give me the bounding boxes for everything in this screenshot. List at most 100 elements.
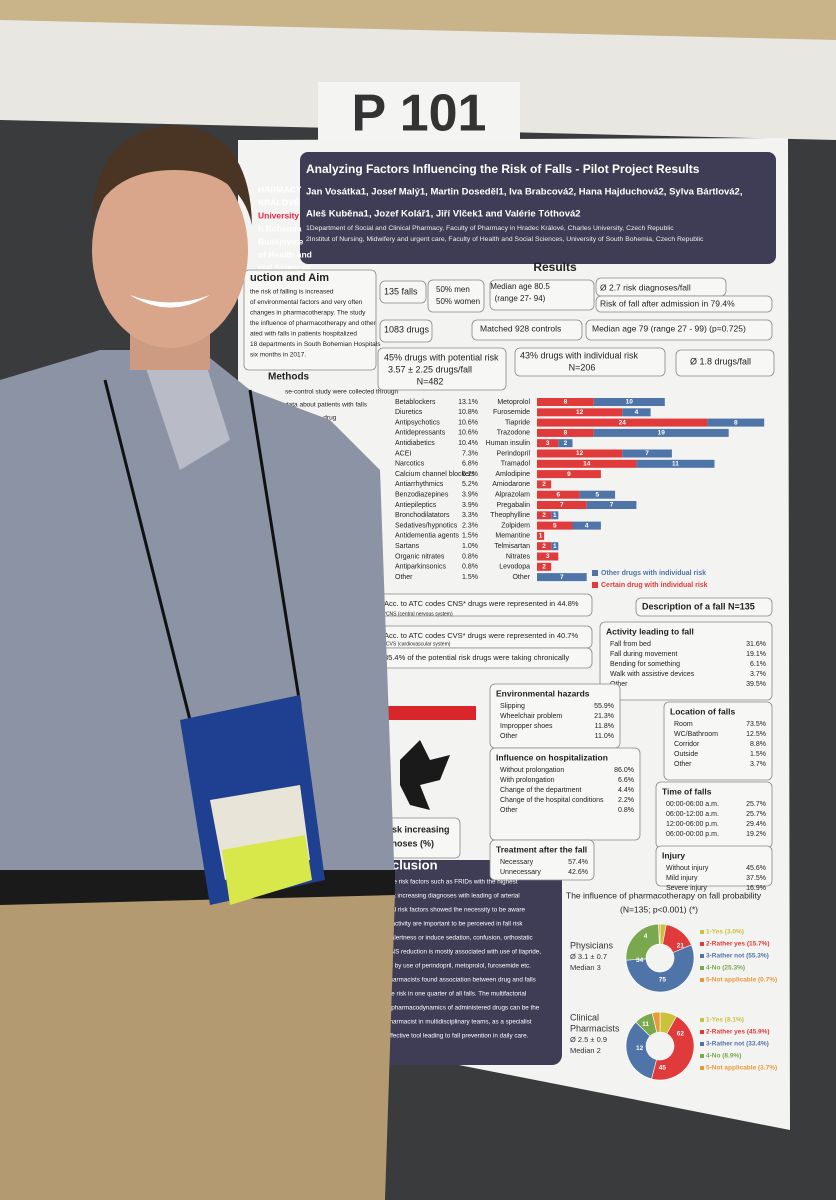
item-label: Walk with assistive devices [610, 671, 695, 678]
lanyard [103, 379, 302, 721]
item-label: Bending for something [610, 661, 680, 668]
legend-swatch [700, 930, 704, 934]
drug-bar [537, 459, 637, 468]
item-value: 37.5% [746, 875, 766, 882]
flow-text: 3.57 ± 2.25 drugs/fall [388, 364, 472, 374]
conclusion-line: effective tool leading to fall preventio… [386, 1033, 529, 1040]
flow-text: 45% drugs with potential risk [384, 352, 499, 362]
item-label: Wheelchair problem [500, 713, 562, 720]
bar-label: 8 [564, 430, 568, 437]
drug-bar [537, 449, 623, 458]
face [92, 152, 248, 348]
legend-swatch [700, 1018, 704, 1022]
bar-label: 2 [542, 481, 546, 488]
atc-text: *CVS (cardiovascular system) [384, 641, 451, 647]
drug-name: Perindopril [497, 450, 531, 457]
bar-label: 1 [553, 512, 557, 519]
class-share: 3.3% [462, 512, 478, 519]
flow-text: 50% men [436, 285, 470, 294]
item-label: Other [610, 681, 628, 688]
flow-text: 43% drugs with individual risk [520, 350, 639, 360]
wall [0, 20, 836, 140]
item-label: Other [674, 761, 692, 768]
authors: Aleš Kuběna1, Jozef Kolář1, Jiří Vlček1 … [306, 209, 581, 220]
pie-legend: 2-Rather yes (15.7%) [706, 941, 770, 948]
institution: Budějovice [258, 236, 304, 246]
item-label: Mild injury [666, 875, 698, 882]
conclusion-line: The risk factors such as FRIDs with the … [386, 879, 518, 886]
box [595, 295, 773, 313]
flow-text: Risk of fall after admission in 79.4% [600, 298, 735, 308]
item-label: Necessary [500, 859, 534, 866]
flow-text: Ø 2.7 risk diagnoses/fall [600, 282, 691, 292]
item-value: 0.8% [618, 807, 634, 814]
pie-slice [658, 923, 661, 945]
item-value: 19.1% [746, 651, 766, 658]
description-heading: Description of a fall N=135 [642, 601, 755, 611]
drug-bar [537, 562, 552, 571]
atc-text: Acc. to ATC codes CVS* drugs were repres… [384, 631, 578, 640]
drug-bar [558, 439, 573, 448]
intro-box [243, 269, 377, 371]
item-value: 3.7% [750, 671, 766, 678]
pie-count: 4 [644, 933, 648, 940]
drug-name: Trazodone [497, 430, 530, 437]
pie-slice [625, 944, 695, 993]
poster-title: Analyzing Factors Influencing the Risk o… [306, 162, 700, 176]
person [0, 125, 395, 1200]
class-name: Antidepressants [395, 430, 446, 437]
conclusion-line: ed by use of perindopril, metoprolol, fu… [386, 963, 531, 970]
pie-count: 62 [677, 1031, 685, 1038]
drug-name: Tramadol [501, 461, 531, 468]
class-share: 10.6% [458, 430, 478, 437]
drug-bar [537, 552, 559, 561]
intro-line: six months in 2017. [250, 352, 306, 359]
institution: h Bohemia [258, 223, 302, 233]
drug-name: Levodopa [499, 564, 530, 571]
item-label: 06:00-00:00 p.m. [666, 831, 719, 838]
affiliation: 2Institut of Nursing, Midwifery and urge… [306, 236, 704, 243]
institution: cial Sciences [258, 262, 312, 272]
pie-legend: 1-Yes (3.0%) [706, 929, 744, 936]
item-value: 11.0% [595, 733, 614, 740]
item-value: 73.5% [746, 721, 766, 728]
red-bar [386, 706, 476, 720]
class-share: 1.0% [462, 543, 478, 550]
section-heading: Time of falls [662, 786, 712, 796]
conclusion-line: reactivity are important to be perceived… [386, 921, 523, 928]
drug-bar [537, 511, 552, 520]
conclusion-line: zed risk factors showed the necessity to… [386, 907, 525, 914]
class-share: 1.5% [462, 574, 478, 581]
item-label: Change of the hospital conditions [500, 797, 604, 804]
pie-title: The influence of pharmacotherapy on fall… [566, 890, 762, 900]
class-name: Organic nitrates [395, 553, 445, 560]
hair [92, 125, 252, 225]
flow-text: 50% women [436, 297, 480, 306]
sign-number: P 101 [352, 85, 487, 143]
item-value: 31.6% [746, 641, 766, 648]
drug-name: Tiapride [505, 419, 530, 426]
conclusion-line: the risk in one quarter of all falls. Th… [386, 991, 526, 998]
drug-bar [537, 480, 552, 489]
item-label: Unnecessary [500, 869, 541, 876]
item-value: 6.6% [618, 777, 634, 784]
drug-bar [551, 511, 559, 520]
section-heading: uction and Aim [250, 272, 329, 284]
item-value: 55.9% [594, 703, 614, 710]
class-name: Bronchodilatators [395, 512, 450, 519]
institution: of Health and [258, 249, 312, 259]
pie-count: 34 [636, 957, 644, 964]
bar-label: 7 [560, 502, 564, 509]
drug-name: Human insulin [486, 440, 530, 447]
class-share: 5.2% [462, 481, 478, 488]
pie-slice [651, 1015, 695, 1081]
bar-label: 9 [567, 471, 571, 478]
affiliation: 1Department of Social and Clinical Pharm… [306, 225, 674, 232]
pie-count: 75 [659, 976, 667, 983]
legend-entry: Certain drug with individual risk [601, 582, 708, 589]
drug-name: Alprazolam [495, 492, 530, 499]
smile [130, 295, 210, 308]
item-label: Without injury [666, 865, 709, 872]
diagnoses-heading: risk increasing [386, 824, 450, 834]
falling-figure [400, 740, 450, 810]
